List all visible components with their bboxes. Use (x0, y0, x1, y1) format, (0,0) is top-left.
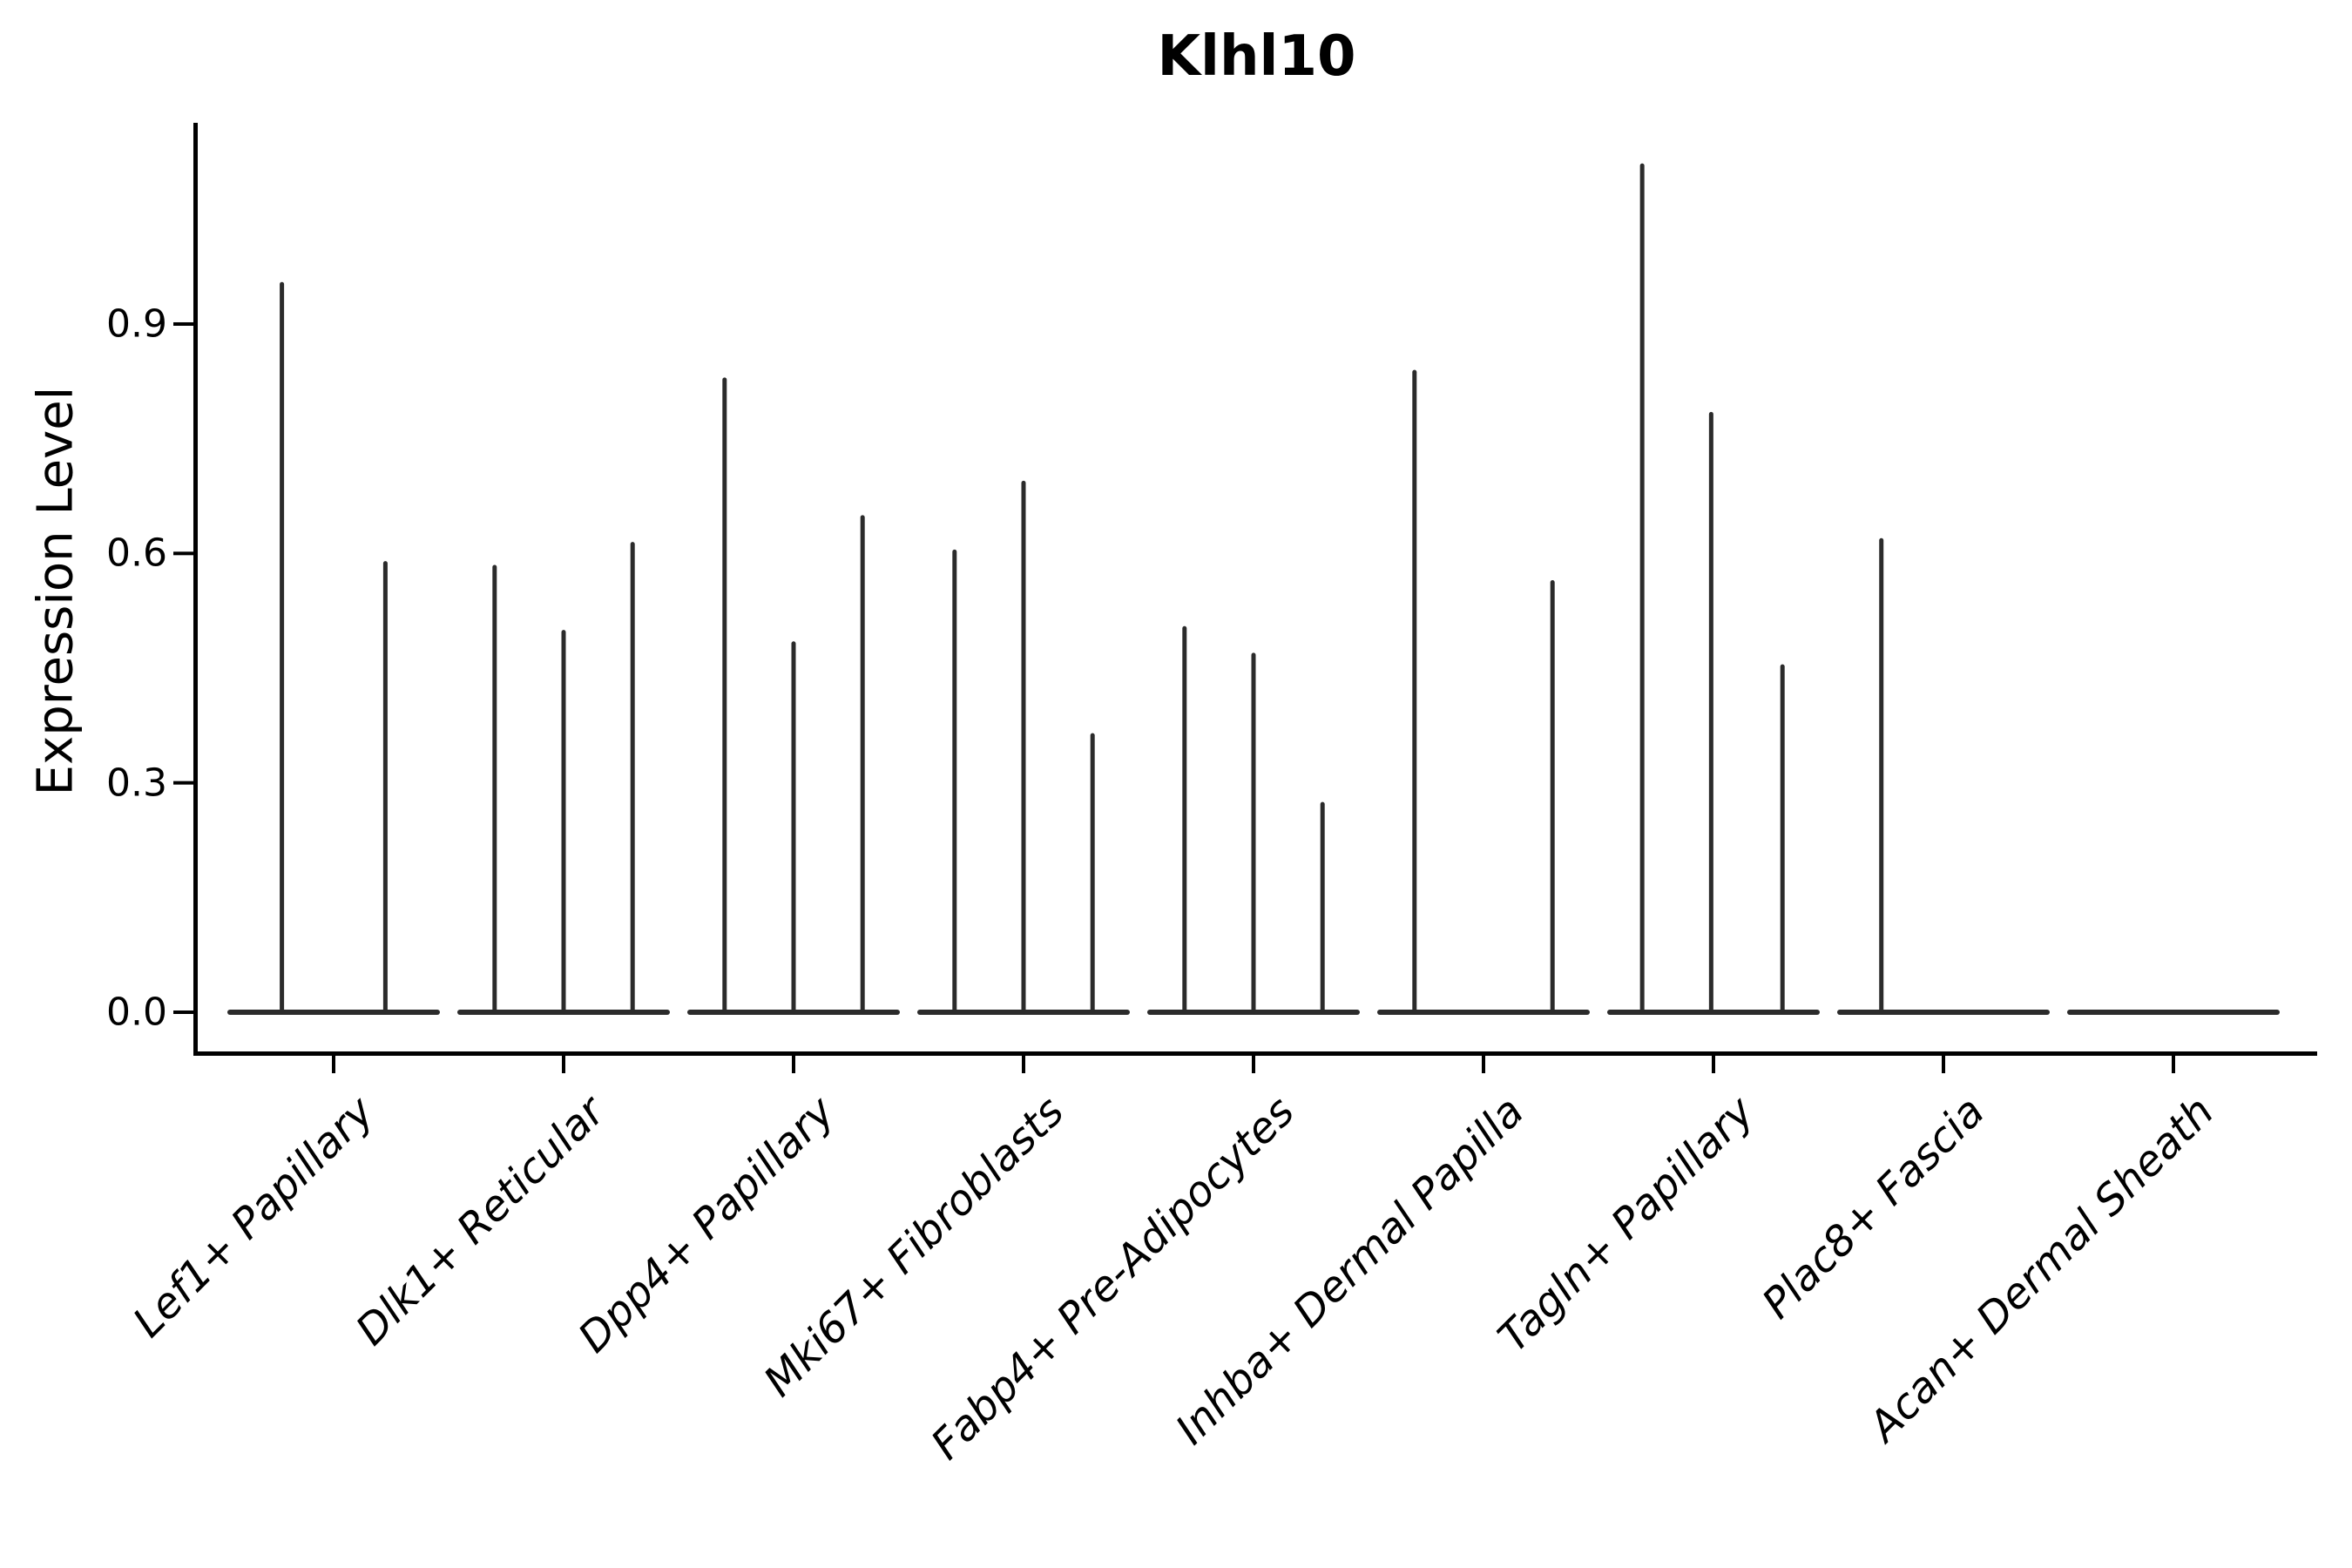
y-axis-spine (193, 123, 198, 1056)
x-tick-mark (1712, 1056, 1715, 1073)
violin-spike (1780, 664, 1785, 1014)
violin-spike (1090, 733, 1095, 1014)
y-tick-label: 0.9 (106, 301, 167, 347)
violin-baseline (1607, 1010, 1820, 1015)
y-tick-mark (173, 551, 193, 556)
x-tick-mark (1482, 1056, 1485, 1073)
violin-spike (1879, 537, 1884, 1014)
violin-spike (1320, 801, 1325, 1014)
violin-spike (561, 630, 566, 1014)
violin-spike (1412, 369, 1417, 1014)
y-tick-mark (173, 1010, 193, 1014)
violin-spike (1182, 625, 1187, 1014)
x-tick-mark (1942, 1056, 1945, 1073)
violin-spike (280, 281, 285, 1014)
violin-spike (722, 377, 727, 1014)
chart-title: Klhl10 (1157, 24, 1356, 89)
violin-spike (492, 564, 497, 1014)
violin-spike (1251, 652, 1256, 1014)
violin-spike (1021, 480, 1026, 1014)
y-tick-mark (173, 321, 193, 326)
violin-spike (630, 542, 635, 1014)
x-tick-mark (792, 1056, 795, 1073)
y-tick-label: 0.3 (106, 760, 167, 806)
x-tick-mark (1252, 1056, 1255, 1073)
y-tick-label: 0.0 (106, 990, 167, 1035)
violin-spike (860, 515, 865, 1014)
x-tick-mark (2172, 1056, 2175, 1073)
violin-spike (1708, 411, 1713, 1014)
violin-spike (952, 549, 957, 1014)
violin-baseline (227, 1010, 440, 1015)
violin-baseline (1837, 1010, 2050, 1015)
violin-baseline (1377, 1010, 1590, 1015)
x-tick-mark (332, 1056, 335, 1073)
violin-spike (382, 561, 388, 1014)
violin-spike (1550, 580, 1555, 1014)
x-tick-mark (562, 1056, 565, 1073)
y-tick-label: 0.6 (106, 531, 167, 576)
violin-spike (791, 641, 796, 1014)
violin-spike (1639, 163, 1645, 1015)
x-tick-mark (1022, 1056, 1025, 1073)
x-axis-spine (193, 1051, 2317, 1056)
violin-baseline (2067, 1010, 2280, 1015)
y-tick-mark (173, 781, 193, 785)
